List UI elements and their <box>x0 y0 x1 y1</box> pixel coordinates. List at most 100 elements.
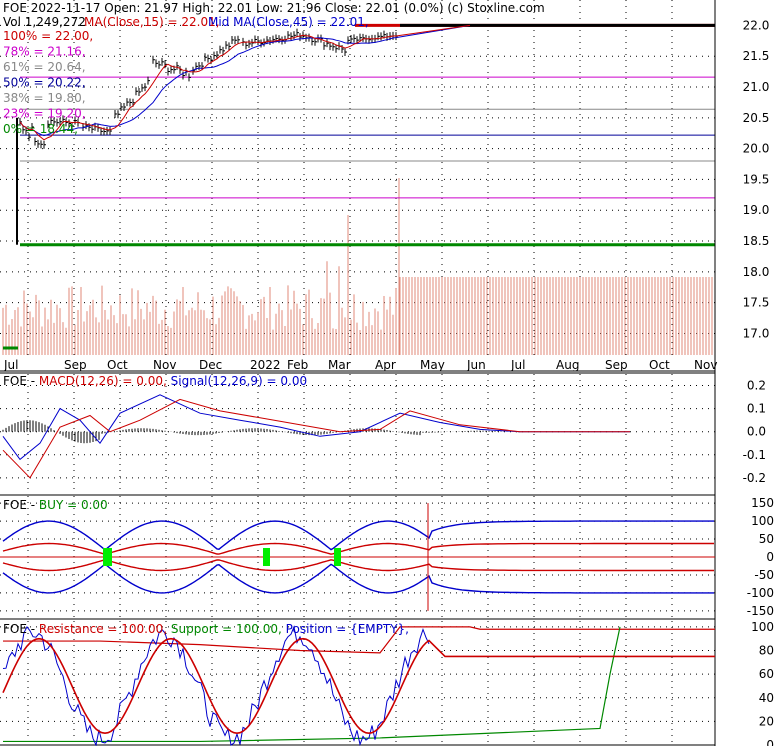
price-tick-8: 18.0 <box>743 265 770 279</box>
header-info: FOE 2022-11-17 Open: 21.97 High: 22.01 L… <box>3 1 545 15</box>
macd-tick-3: -0.1 <box>743 448 766 462</box>
price-tick-2: 21.0 <box>743 80 770 94</box>
support-label: Support = 100.00, <box>171 622 282 636</box>
buy-marker-1 <box>263 548 270 566</box>
signal-label: Signal(12,26,9) = 0.00 <box>171 374 307 388</box>
svg-text:FOE - Resistance = 1: FOE - Resistance = 100.00, Support = 100… <box>3 622 409 636</box>
month-label-8: Apr <box>375 358 396 372</box>
rsp-lines <box>2 625 715 747</box>
resistance-label: Resistance = 100.00, <box>39 622 167 636</box>
svg-text:FOE - BUY = 0.00: FOE - BUY = 0.00 <box>3 498 108 512</box>
buy-tick-4: -50 <box>754 568 774 582</box>
price-series <box>16 28 398 245</box>
buy-lines <box>0 503 715 611</box>
rsp-tick-4: 20 <box>759 714 774 728</box>
price-tick-4: 20.0 <box>743 142 770 156</box>
fib-label-78%: 78% = 21.16, <box>3 45 86 59</box>
volume-bars <box>2 178 713 355</box>
volume-label: Vol 1,249,272 <box>3 15 86 29</box>
stochastic-line <box>2 637 715 735</box>
rsp-tick-5: 0 <box>766 738 774 746</box>
month-label-4: Dec <box>199 358 222 372</box>
price-tick-1: 21.5 <box>743 49 770 63</box>
macd-grid <box>0 374 715 494</box>
macd-symbol: FOE <box>3 374 27 388</box>
month-label-13: Sep <box>605 358 628 372</box>
price-tick-6: 19.0 <box>743 203 770 217</box>
buy-tick-6: -150 <box>747 604 774 618</box>
macd-tick-4: -0.2 <box>743 471 766 485</box>
macd-tick-0: 0.2 <box>747 379 766 393</box>
fib-label-100%: 100% = 22.00, <box>3 29 93 43</box>
buy-inner-upper <box>2 542 714 556</box>
buy-tick-5: -100 <box>747 586 774 600</box>
ma15-label: MA(Close,15) = 22.01, <box>84 15 220 29</box>
fibonacci-lines <box>20 23 715 247</box>
buy-label: BUY = 0.00 <box>39 498 108 512</box>
ma45-line <box>19 24 471 137</box>
month-label-14: Oct <box>649 358 670 372</box>
buy-tick-2: 50 <box>759 532 774 546</box>
month-label-3: Nov <box>153 358 176 372</box>
ma45-label: Mid MA(Close,45) = 22.01, <box>208 15 369 29</box>
buy-tick-1: 100 <box>751 514 774 528</box>
fib-label-0%: 0% = 18.44, <box>3 122 78 136</box>
month-label-5: 2022 <box>250 358 281 372</box>
svg-text:FOE - MACD(12,26) =: FOE - MACD(12,26) = 0.00, Signal(12,26,9… <box>3 374 307 388</box>
rsp-tick-1: 80 <box>759 644 774 658</box>
month-label-2: Oct <box>107 358 128 372</box>
fib-label-38%: 38% = 19.80, <box>3 91 86 105</box>
price-tick-10: 17.0 <box>743 326 770 340</box>
macd-line <box>2 394 630 461</box>
rsp-tick-2: 60 <box>759 667 774 681</box>
month-label-7: Mar <box>328 358 351 372</box>
month-label-9: May <box>420 358 445 372</box>
ma15-line <box>19 24 471 141</box>
buy-lower-band <box>2 563 714 594</box>
fibonacci-labels: 100% = 22.00, 78% = 21.16,61% = 20.64, 50%… <box>3 29 93 136</box>
buy-marker-0 <box>103 548 112 566</box>
price-tick-3: 20.5 <box>743 111 770 125</box>
price-axis: 22.0 21.5 21.0 20.5 20.0 19.5 19.0 18.5 18.0 17.5… <box>743 18 770 340</box>
position-label: Position = {EMPTY}, <box>286 622 409 636</box>
rsp-tick-3: 40 <box>759 691 774 705</box>
macd-label: MACD(12,26) = 0.00, <box>39 374 167 388</box>
fib-label-50%: 50% = 20.22, <box>3 76 86 90</box>
buy-symbol: FOE <box>3 498 27 512</box>
month-label-11: Jul <box>510 358 525 372</box>
fib-label-61%: 61% = 20.64, <box>3 60 86 74</box>
buy-markers <box>103 548 341 566</box>
price-tick-7: 18.5 <box>743 234 770 248</box>
buy-marker-2 <box>334 548 341 566</box>
macd-tick-2: 0.0 <box>747 425 766 439</box>
month-label-0: Jul <box>3 358 18 372</box>
signal-line <box>2 398 630 479</box>
macd-tick-1: 0.1 <box>747 402 766 416</box>
buy-tick-0: 150 <box>751 496 774 510</box>
price-tick-5: 19.5 <box>743 172 770 186</box>
price-tick-9: 17.5 <box>743 296 770 310</box>
rsp-tick-0: 100 <box>751 620 774 634</box>
month-axis: Jul Sep Oct Nov Dec 2022 Feb Mar Apr May Jun Jul Aug… <box>3 358 717 372</box>
resistance-line <box>3 626 715 654</box>
rsp-symbol: FOE <box>3 622 27 636</box>
buy-inner-lower <box>2 558 714 572</box>
fib-label-23%: 23% = 19.20, <box>3 107 86 121</box>
month-label-12: Aug <box>556 358 579 372</box>
month-label-6: Feb <box>287 358 308 372</box>
month-label-10: Jun <box>466 358 486 372</box>
price-tick-0: 22.0 <box>743 18 770 32</box>
macd-histogram <box>2 420 520 444</box>
month-label-15: Nov <box>694 358 717 372</box>
month-label-1: Sep <box>64 358 87 372</box>
position-line <box>2 625 430 747</box>
support-line <box>3 626 621 743</box>
buy-axis: 150 100 50 0 -50 -100 -150 <box>747 496 774 618</box>
buy-tick-3: 0 <box>766 550 774 564</box>
rsp-axis: 100 80 60 40 20 0 <box>751 620 774 750</box>
buy-upper-band <box>2 520 714 551</box>
price-grid <box>0 0 715 355</box>
macd-axis: 0.2 0.1 0.0 -0.1 -0.2 <box>743 379 766 485</box>
